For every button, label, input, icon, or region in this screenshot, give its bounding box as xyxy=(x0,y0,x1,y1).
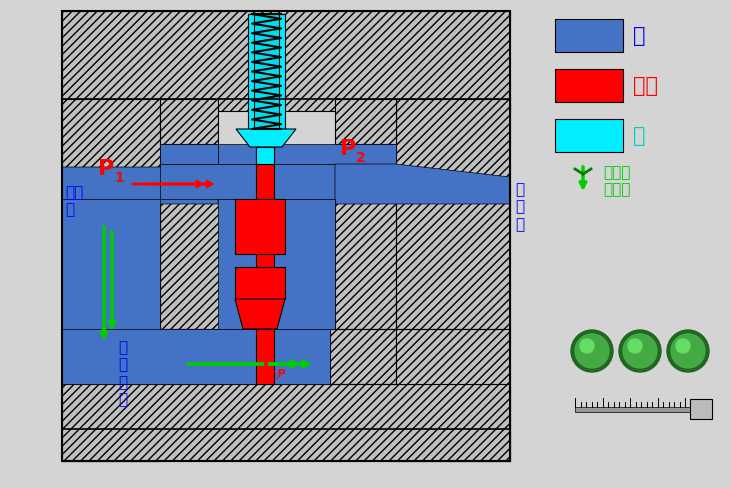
Bar xyxy=(555,70,623,103)
Bar xyxy=(256,254,274,267)
Bar xyxy=(555,120,623,153)
Bar xyxy=(62,200,160,329)
Text: 阀: 阀 xyxy=(633,126,645,146)
Bar xyxy=(235,267,285,299)
Polygon shape xyxy=(62,148,218,204)
Bar xyxy=(62,384,510,461)
Bar xyxy=(160,329,260,384)
Bar xyxy=(248,15,254,130)
Circle shape xyxy=(623,334,657,368)
Bar xyxy=(62,329,160,461)
Text: 液体流
动方向: 液体流 动方向 xyxy=(603,164,630,197)
Text: 油: 油 xyxy=(633,26,645,46)
Bar xyxy=(62,200,160,384)
Bar xyxy=(250,15,283,130)
Bar xyxy=(690,399,712,419)
Text: △P: △P xyxy=(270,367,287,377)
Text: 出
油
口: 出 油 口 xyxy=(515,182,524,231)
Bar xyxy=(555,20,623,53)
Text: P: P xyxy=(340,139,356,159)
Bar xyxy=(575,407,710,412)
Bar xyxy=(62,12,510,112)
Bar xyxy=(160,164,396,200)
Text: 进油
口: 进油 口 xyxy=(65,184,83,217)
Bar xyxy=(330,329,396,384)
Circle shape xyxy=(667,330,709,372)
Bar xyxy=(256,148,274,164)
Bar xyxy=(256,148,274,200)
Circle shape xyxy=(671,334,705,368)
Bar xyxy=(218,200,335,329)
Text: 1: 1 xyxy=(114,171,124,184)
Bar xyxy=(62,100,510,429)
Text: 控
制
油
路: 控 制 油 路 xyxy=(118,339,127,407)
Bar xyxy=(279,15,285,130)
Circle shape xyxy=(619,330,661,372)
Circle shape xyxy=(575,334,609,368)
Bar xyxy=(62,329,330,384)
Polygon shape xyxy=(236,130,296,148)
Bar xyxy=(256,329,274,384)
Circle shape xyxy=(676,339,690,353)
Bar xyxy=(160,145,218,164)
Circle shape xyxy=(580,339,594,353)
Circle shape xyxy=(628,339,642,353)
Text: P: P xyxy=(98,159,114,179)
Bar xyxy=(335,100,396,145)
Bar xyxy=(396,200,510,329)
Bar xyxy=(62,12,510,461)
Bar xyxy=(396,100,510,204)
Bar xyxy=(218,145,396,164)
Text: 活塞: 活塞 xyxy=(633,76,658,96)
Bar xyxy=(335,200,396,329)
Bar xyxy=(62,100,160,204)
Polygon shape xyxy=(235,299,285,329)
Bar xyxy=(396,329,510,461)
Text: 2: 2 xyxy=(356,151,366,164)
Polygon shape xyxy=(335,164,510,204)
Bar xyxy=(160,200,222,329)
Bar xyxy=(160,100,218,145)
Bar xyxy=(235,200,285,254)
Circle shape xyxy=(571,330,613,372)
